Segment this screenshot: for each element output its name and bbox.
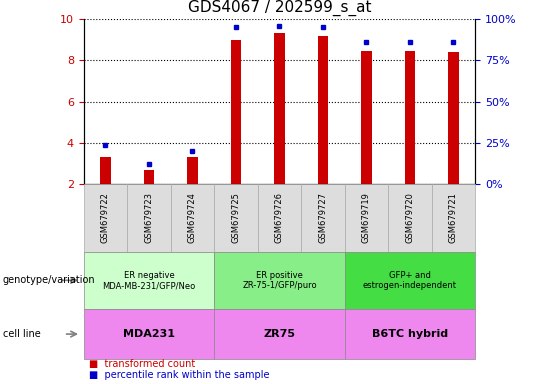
Bar: [84, 309, 214, 359]
Text: cell line: cell line: [3, 329, 40, 339]
Text: ER positive
ZR-75-1/GFP/puro: ER positive ZR-75-1/GFP/puro: [242, 271, 317, 290]
Bar: [431, 184, 475, 252]
Text: ZR75: ZR75: [264, 329, 295, 339]
Bar: [274, 33, 285, 184]
Text: GSM679724: GSM679724: [188, 192, 197, 243]
Bar: [345, 184, 388, 252]
Bar: [144, 170, 154, 184]
Text: GSM679720: GSM679720: [406, 192, 415, 243]
Text: ■  percentile rank within the sample: ■ percentile rank within the sample: [89, 370, 269, 380]
Bar: [388, 184, 431, 252]
Text: GSM679725: GSM679725: [232, 192, 240, 243]
Bar: [318, 36, 328, 184]
Text: GSM679719: GSM679719: [362, 192, 371, 243]
Bar: [214, 184, 258, 252]
Text: GSM679727: GSM679727: [319, 192, 327, 243]
Bar: [171, 184, 214, 252]
Bar: [258, 184, 301, 252]
Text: GSM679721: GSM679721: [449, 192, 458, 243]
Text: B6TC hybrid: B6TC hybrid: [372, 329, 448, 339]
Bar: [100, 157, 111, 184]
Bar: [404, 51, 415, 184]
Bar: [301, 184, 345, 252]
Bar: [127, 184, 171, 252]
Bar: [231, 40, 241, 184]
Text: GSM679723: GSM679723: [145, 192, 153, 243]
Bar: [214, 309, 345, 359]
Text: ■  transformed count: ■ transformed count: [89, 359, 195, 369]
Text: genotype/variation: genotype/variation: [3, 275, 96, 285]
Text: ER negative
MDA-MB-231/GFP/Neo: ER negative MDA-MB-231/GFP/Neo: [102, 271, 195, 290]
Text: GSM679722: GSM679722: [101, 192, 110, 243]
Bar: [84, 252, 214, 309]
Bar: [345, 309, 475, 359]
Bar: [448, 52, 459, 184]
Bar: [345, 252, 475, 309]
Bar: [361, 51, 372, 184]
Bar: [214, 252, 345, 309]
Text: GSM679726: GSM679726: [275, 192, 284, 243]
Bar: [187, 157, 198, 184]
Title: GDS4067 / 202599_s_at: GDS4067 / 202599_s_at: [188, 0, 371, 17]
Text: MDA231: MDA231: [123, 329, 175, 339]
Text: GFP+ and
estrogen-independent: GFP+ and estrogen-independent: [363, 271, 457, 290]
Bar: [84, 184, 127, 252]
